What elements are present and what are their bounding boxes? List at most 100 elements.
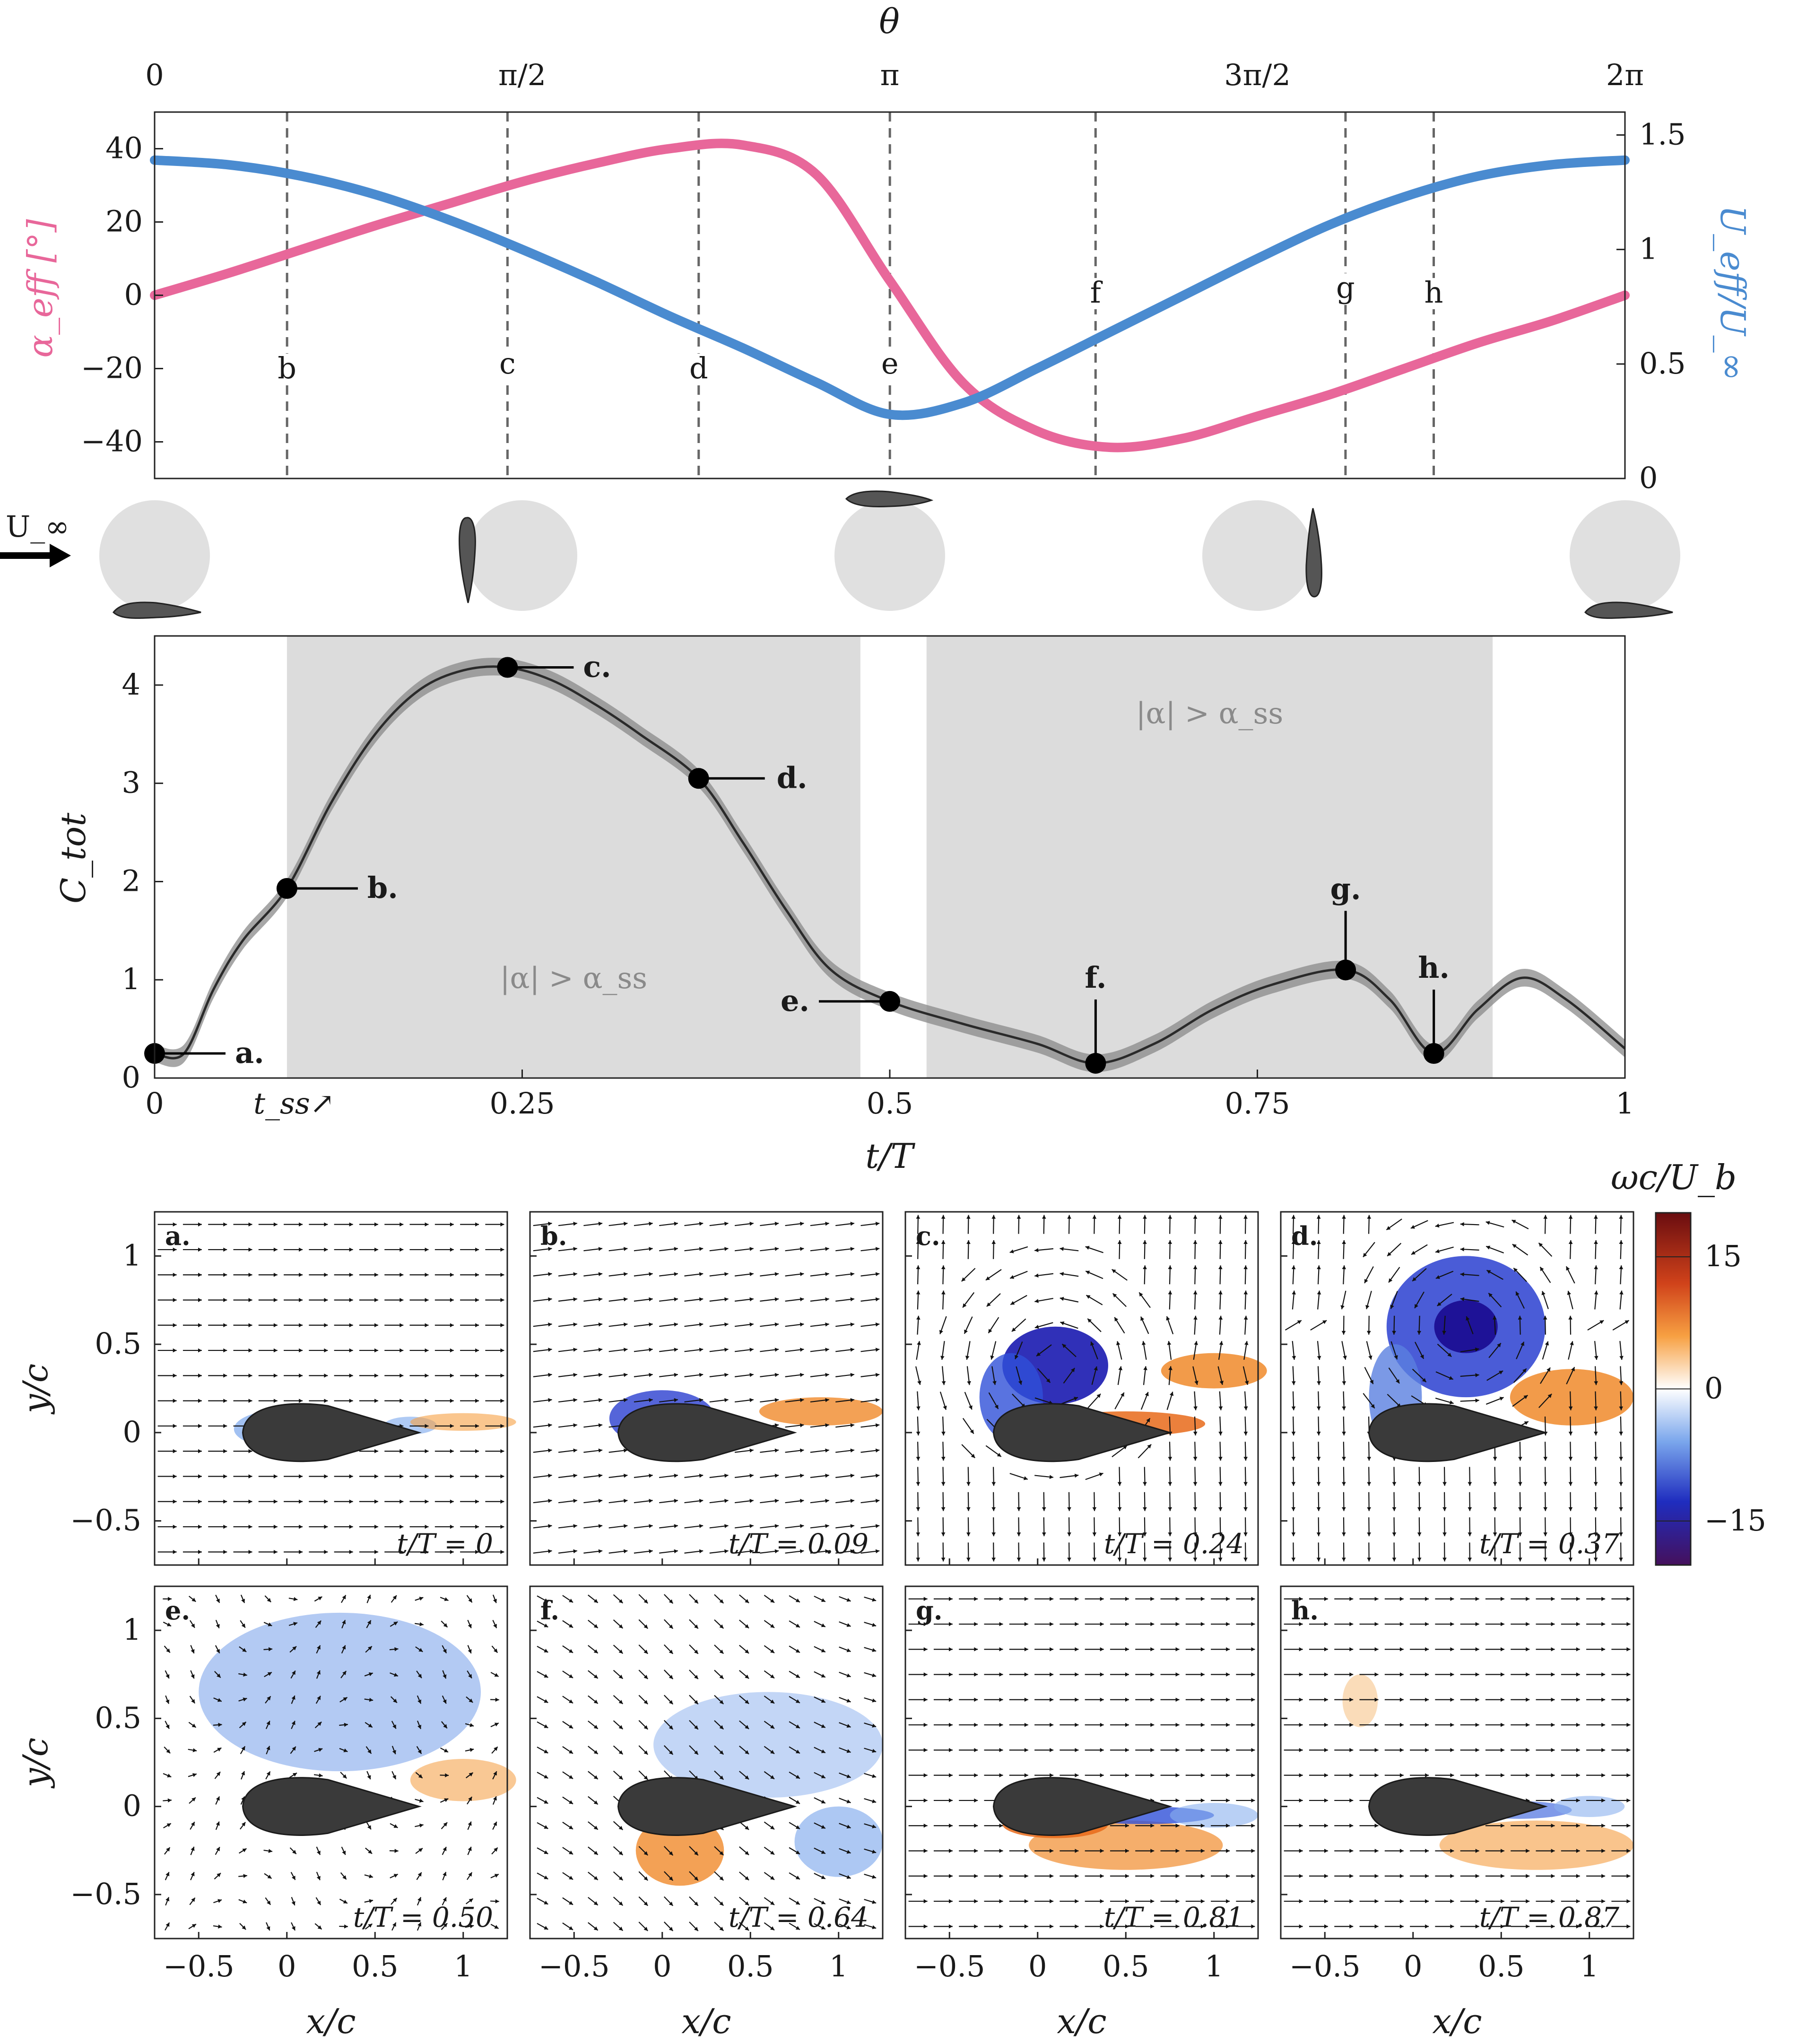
velocity-vector-head xyxy=(1540,1267,1544,1271)
velocity-vector-head xyxy=(1499,1371,1503,1374)
velocity-vector-head xyxy=(291,1721,295,1725)
velocity-vector-head xyxy=(1522,1368,1527,1373)
velocity-vector-head xyxy=(1125,1647,1129,1652)
velocity-vector-head xyxy=(799,1448,804,1453)
velocity-vector-head xyxy=(1468,1507,1472,1511)
velocity-vector-head xyxy=(643,1725,648,1730)
velocity-vector-head xyxy=(400,1499,404,1504)
velocity-vector-head xyxy=(1518,1557,1522,1562)
velocity-vector-head xyxy=(544,1926,548,1930)
velocity-vector-head xyxy=(1594,1265,1598,1270)
velocity-vector-head xyxy=(500,1399,504,1403)
velocity-vector-head xyxy=(1316,1557,1321,1562)
velocity-vector-head xyxy=(1322,1320,1327,1324)
velocity-vector-head xyxy=(400,1272,404,1277)
velocity-vector-head xyxy=(745,1901,749,1905)
velocity-vector-head xyxy=(173,1247,177,1252)
velocity-vector-head xyxy=(1016,1532,1021,1537)
velocity-vector-head xyxy=(191,1924,196,1928)
velocity-vector-head xyxy=(1050,1622,1054,1627)
vorticity-panel: d.t/T = 0.37 xyxy=(1280,1211,1634,1566)
velocity-vector-head xyxy=(1410,1225,1415,1229)
velocity-vector-head xyxy=(1349,1874,1354,1879)
velocity-vector-head xyxy=(469,1748,474,1752)
velocity-vector-head xyxy=(1291,1240,1296,1244)
velocity-vector-head xyxy=(573,1473,577,1478)
velocity-vector-head xyxy=(694,1700,698,1705)
velocity-vector-head xyxy=(821,1774,825,1778)
velocity-vector-head xyxy=(223,1524,227,1529)
velocity-vector-head xyxy=(299,1222,303,1226)
velocity-vector-head xyxy=(875,1221,880,1226)
velocity-vector-head xyxy=(923,1748,928,1752)
panel-label: e. xyxy=(165,1595,190,1626)
velocity-vector-head xyxy=(273,1550,278,1554)
velocity-vector-head xyxy=(974,1924,978,1929)
velocity-vector-head xyxy=(745,1674,749,1679)
velocity-vector-head xyxy=(1493,1315,1497,1320)
velocity-vector-head xyxy=(248,1348,252,1353)
velocity-vector-head xyxy=(1251,1697,1255,1702)
velocity-vector-head xyxy=(419,1622,424,1627)
velocity-vector-head xyxy=(1015,1355,1019,1359)
velocity-vector-head xyxy=(1316,1215,1321,1219)
velocity-vector-head xyxy=(872,1925,877,1930)
velocity-vector-head xyxy=(1526,1924,1530,1929)
velocity-vector-head xyxy=(774,1524,779,1528)
velocity-vector-head xyxy=(417,1699,422,1704)
velocity-vector-head xyxy=(241,1822,246,1827)
ctot-point xyxy=(1335,959,1356,981)
velocity-vector-head xyxy=(1526,1773,1530,1777)
velocity-vector-head xyxy=(1226,1722,1230,1727)
velocity-vector-head xyxy=(699,1322,704,1327)
velocity-vector-head xyxy=(1526,1672,1530,1677)
velocity-vector-head xyxy=(1518,1482,1522,1486)
velocity-vector-head xyxy=(593,1851,598,1855)
velocity-vector-head xyxy=(618,1926,623,1931)
theta-tick-label: 0 xyxy=(145,58,164,92)
velocity-vector-head xyxy=(400,1474,404,1479)
velocity-vector-head xyxy=(941,1381,946,1385)
velocity-vector-head xyxy=(770,1674,774,1679)
velocity-vector-head xyxy=(450,1499,454,1504)
velocity-vector-head xyxy=(1450,1773,1454,1777)
velocity-vector-head xyxy=(1251,1622,1255,1627)
velocity-vector-head xyxy=(450,1550,454,1554)
velocity-vector-head xyxy=(1175,1748,1180,1752)
velocity-vector-head xyxy=(1619,1532,1623,1537)
velocity-vector-head xyxy=(1125,1722,1129,1727)
velocity-vector-head xyxy=(1243,1532,1248,1537)
velocity-vector-head xyxy=(544,1623,548,1627)
velocity-vector-head xyxy=(223,1222,227,1226)
velocity-vector-head xyxy=(343,1748,348,1752)
velocity-vector-head xyxy=(846,1623,851,1627)
velocity-vector-head xyxy=(1526,1849,1530,1853)
velocity-vector-head xyxy=(774,1272,779,1277)
velocity-vector-head xyxy=(966,1215,971,1219)
velocity-vector-head xyxy=(1619,1215,1623,1219)
velocity-vector-head xyxy=(719,1876,724,1880)
velocity-vector-head xyxy=(1460,1272,1464,1277)
velocity-vector-head xyxy=(593,1876,598,1880)
velocity-vector-head xyxy=(1317,1356,1321,1360)
panel-background xyxy=(530,1212,883,1565)
velocity-vector-head xyxy=(618,1876,623,1880)
velocity-vector-head xyxy=(1399,1849,1404,1853)
velocity-vector-head xyxy=(173,1374,177,1378)
velocity-vector-head xyxy=(1551,1874,1555,1879)
panel-time: t/T = 0 xyxy=(397,1528,493,1560)
velocity-vector-head xyxy=(923,1597,928,1601)
velocity-vector-head xyxy=(974,1697,978,1702)
velocity-vector-head xyxy=(770,1851,774,1855)
phase-marker-label-bg xyxy=(687,354,710,385)
velocity-vector-head xyxy=(1420,1354,1424,1359)
velocity-vector-head xyxy=(198,1348,202,1353)
velocity-vector-head xyxy=(799,1221,804,1226)
panel-time: t/T = 0.37 xyxy=(1479,1528,1619,1560)
velocity-vector-head xyxy=(991,1240,996,1244)
velocity-vector-head xyxy=(669,1725,673,1730)
velocity-vector-head xyxy=(1150,1899,1155,1904)
velocity-vector-head xyxy=(593,1624,598,1628)
velocity-vector-head xyxy=(419,1799,424,1803)
